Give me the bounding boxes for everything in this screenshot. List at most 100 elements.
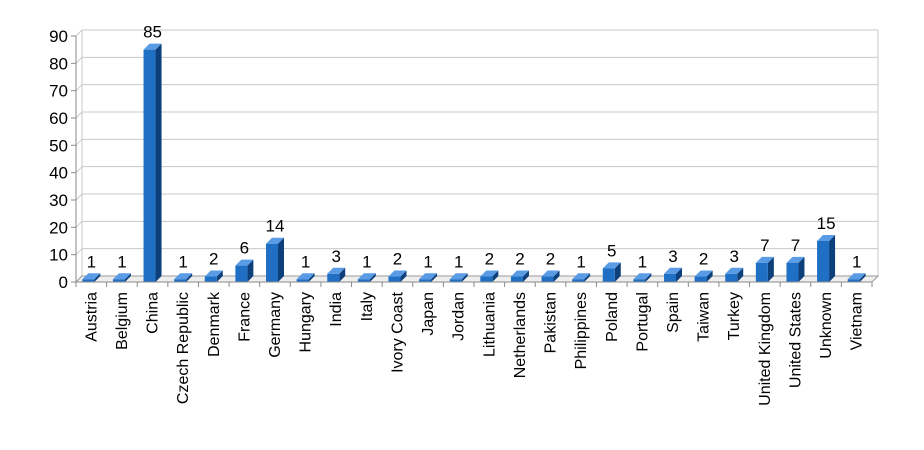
- bar-front: [296, 279, 309, 282]
- bar-top: [449, 273, 468, 280]
- data-label: 1: [117, 252, 126, 271]
- bar: [541, 270, 560, 282]
- bar-side: [124, 273, 131, 282]
- x-tick-label: China: [145, 292, 162, 334]
- data-label: 1: [638, 252, 647, 271]
- bar: [755, 256, 774, 282]
- bar: [388, 270, 407, 282]
- bar: [419, 273, 438, 282]
- bar-front: [266, 243, 278, 282]
- bar-side: [247, 259, 254, 282]
- bar-top: [266, 237, 284, 244]
- bar-front: [388, 276, 401, 282]
- bar-front: [602, 268, 615, 282]
- gridline-side: [75, 193, 83, 201]
- y-tick-label: 80: [49, 54, 68, 73]
- bar-top: [510, 270, 529, 277]
- bar-top: [480, 270, 499, 277]
- bar-side: [553, 270, 560, 282]
- bar-front: [786, 262, 799, 282]
- bar-top: [296, 273, 315, 280]
- data-label: 5: [607, 241, 616, 260]
- bar-side: [94, 273, 101, 282]
- bar-side: [829, 235, 836, 282]
- bar-side: [676, 267, 682, 282]
- bar-top: [817, 235, 836, 241]
- bar-front: [174, 279, 187, 282]
- data-label: 1: [362, 252, 371, 271]
- bar-front: [235, 265, 248, 282]
- bar-front: [510, 276, 523, 282]
- bar-top: [419, 273, 438, 280]
- data-label: 7: [760, 236, 769, 255]
- bar-side: [216, 270, 223, 282]
- x-tick-label: Ivory Coast: [389, 291, 406, 372]
- bar-top: [174, 273, 193, 280]
- bar-side: [614, 262, 621, 282]
- x-tick-label: Hungary: [298, 292, 315, 352]
- bar: [204, 270, 223, 282]
- data-label: 1: [178, 252, 187, 271]
- y-tick-label: 30: [49, 191, 68, 210]
- y-tick-label: 40: [49, 164, 68, 183]
- plot-area: [74, 29, 880, 283]
- bar-top: [694, 270, 713, 277]
- data-label: 1: [423, 252, 432, 271]
- gridline-side: [75, 220, 83, 228]
- x-tick-label: Japan: [420, 292, 437, 336]
- bar: [266, 237, 284, 282]
- bar-side: [278, 237, 284, 282]
- x-tick-label: Denmark: [206, 291, 223, 357]
- gridline-side: [75, 111, 83, 119]
- x-tick-label: Spain: [665, 292, 682, 333]
- bar: [480, 270, 499, 282]
- data-label: 1: [852, 252, 861, 271]
- bar-top: [235, 259, 254, 266]
- x-tick-label: Lithuania: [481, 292, 498, 357]
- bar-top: [82, 273, 101, 280]
- bar-top: [664, 267, 682, 274]
- bar-top: [786, 256, 805, 263]
- data-label: 1: [87, 252, 96, 271]
- bar-front: [82, 279, 95, 282]
- data-label: 7: [791, 236, 800, 255]
- bar-front: [572, 279, 585, 282]
- x-tick-label: Pakistan: [543, 292, 560, 353]
- bar-front: [112, 279, 125, 282]
- y-axis: 0 10 20 30 40 50 60 70 80 90: [49, 27, 77, 292]
- bar-side: [155, 43, 162, 282]
- x-tick-label: Belgium: [114, 292, 131, 350]
- bar-side: [400, 270, 407, 282]
- bar: [847, 273, 866, 282]
- bar: [694, 270, 713, 282]
- bar: [786, 256, 805, 282]
- x-tick-label: Poland: [604, 292, 621, 342]
- bar: [725, 267, 744, 282]
- bar: [602, 262, 621, 282]
- data-label: 15: [817, 214, 836, 233]
- x-tick-label: Jordan: [451, 292, 468, 341]
- bar-top: [112, 273, 131, 280]
- bar-front: [847, 279, 860, 282]
- bar-top: [602, 262, 621, 269]
- x-tick-label: Turkey: [726, 292, 743, 340]
- bar-top: [541, 270, 560, 277]
- x-tick-label: Unknown: [818, 292, 835, 359]
- bar: [82, 273, 101, 282]
- bar: [235, 259, 254, 282]
- x-tick-label: Philippines: [573, 292, 590, 369]
- x-tick-label: India: [328, 292, 345, 327]
- data-label: 2: [209, 250, 218, 269]
- data-label: 2: [699, 250, 708, 269]
- x-tick-label: Vietnam: [849, 292, 866, 350]
- data-label: 1: [454, 252, 463, 271]
- x-tick-label: Czech Republic: [175, 292, 192, 404]
- x-tick-label: France: [236, 292, 253, 342]
- bar: [112, 273, 131, 282]
- gridline-side: [75, 84, 83, 92]
- bar-front: [357, 279, 370, 282]
- data-label: 6: [240, 239, 249, 258]
- bar-side: [798, 256, 805, 282]
- gridline-side: [75, 56, 83, 64]
- y-tick-label: 60: [49, 109, 68, 128]
